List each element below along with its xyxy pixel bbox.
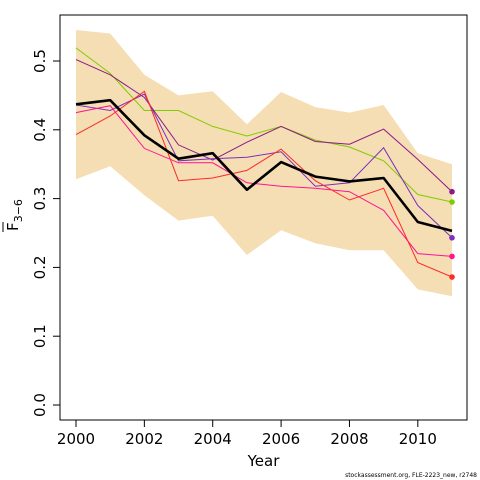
series-end-point-2 [449,188,455,195]
y-axis: 0.0 0.1 0.2 0.3 0.4 0.5 [31,49,60,417]
y-tick-label: 0.4 [31,118,49,142]
series-end-point-1 [449,199,455,205]
confidence-band [76,30,452,297]
x-tick-label: 2008 [330,430,368,448]
series-end-points [449,188,455,280]
source-credit: stockassessment.org, FLE-2223_new, r2748 [345,472,477,479]
y-axis-title-main: F [4,222,22,231]
y-axis-title-subscript: 3−6 [12,199,25,222]
y-tick-label: 0.1 [31,324,49,348]
series-line-1 [75,47,453,203]
x-axis-title: Year [247,452,281,470]
series-lines [75,47,453,278]
series-line-3 [75,93,453,239]
x-tick-label: 2002 [125,430,163,448]
series-end-point-3 [449,235,455,241]
x-tick-label: 2004 [194,430,232,448]
y-tick-label: 0.2 [31,255,49,279]
plot-frame [59,14,468,421]
svg-text:F3−6: F3−6 [4,199,25,231]
y-tick-label: 0.3 [31,187,49,211]
plot-layer [75,30,455,297]
y-axis-title: F3−6 [2,199,25,232]
x-tick-label: 2006 [262,430,300,448]
main-estimate-line [75,98,453,233]
series-line-2 [75,59,453,193]
series-end-point-5 [449,274,455,280]
x-tick-label: 2000 [57,430,95,448]
x-axis: 2000 2002 2004 2006 2008 2010 [57,420,437,448]
y-tick-label: 0.0 [31,393,49,417]
series-line-5 [75,90,453,278]
series-end-point-4 [449,253,455,260]
y-tick-label: 0.5 [31,49,49,73]
x-tick-label: 2010 [399,430,437,448]
series-line-4 [75,105,453,257]
